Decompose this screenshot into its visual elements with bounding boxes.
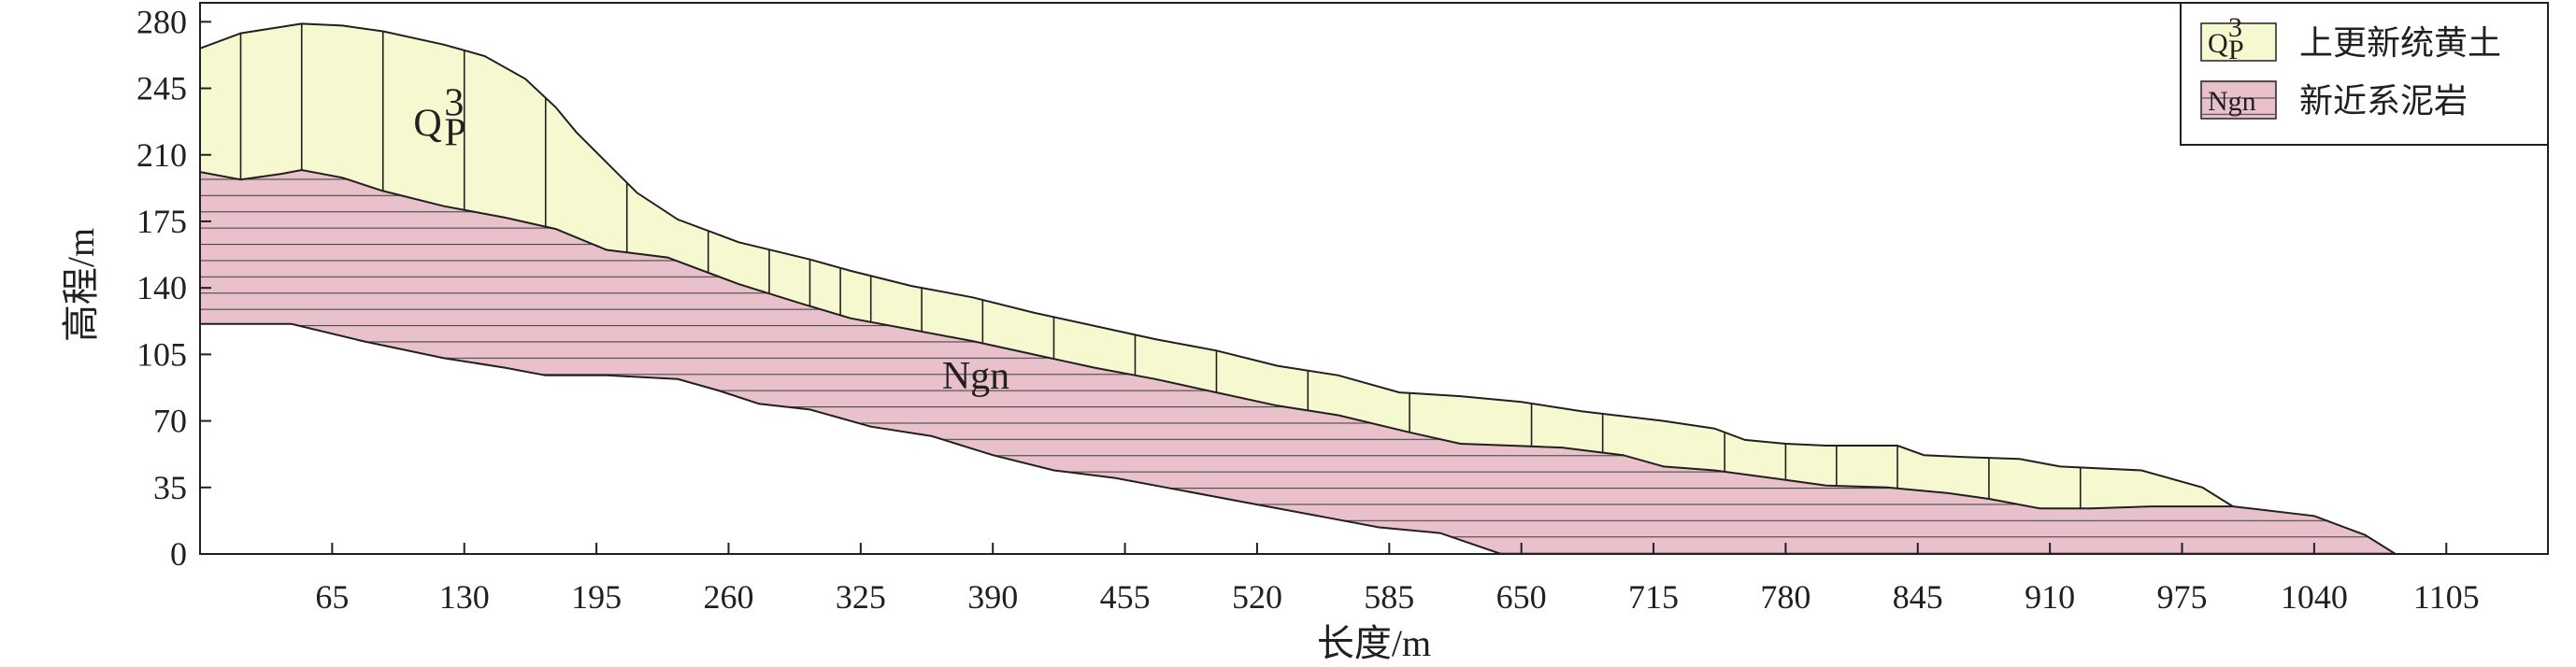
y-tick-label: 140: [136, 269, 187, 306]
unit-labels: Q 3P Ngn: [413, 81, 1009, 398]
x-axis-title: 长度/m: [1317, 622, 1431, 664]
x-tick-label: 910: [2025, 578, 2075, 616]
y-tick-label: 105: [136, 335, 187, 373]
x-tick-label: 390: [967, 578, 1018, 616]
ground-surface-line: [200, 22, 2234, 507]
loess-mudstone-contact-line: [200, 168, 2397, 554]
x-tick-label: 1105: [2413, 578, 2480, 616]
loess-fill: [200, 23, 2233, 509]
ngn-hatch: [200, 170, 2396, 554]
x-tick-label: 455: [1100, 578, 1151, 616]
y-tick-label: 35: [153, 469, 187, 506]
ngn-unit-label: Ngn: [942, 355, 1009, 398]
x-tick-label: 650: [1496, 578, 1547, 616]
unit-code: Q: [413, 102, 441, 145]
x-tick-label: 780: [1760, 578, 1810, 616]
legend-swatch: [2200, 22, 2277, 62]
tick-labels: 65 130 195 260 325 390 455 520 585 650 715 780 845 91…: [136, 3, 2480, 616]
x-tick-label: 65: [315, 578, 349, 616]
x-tick-label: 325: [836, 578, 886, 616]
x-tick-label: 130: [439, 578, 490, 616]
legend-item: Ngn 新近系泥岩: [2200, 80, 2468, 121]
unit-code-sub: P: [444, 111, 465, 154]
x-tick-label: 260: [703, 578, 753, 616]
mudstone-base-line: [200, 322, 1502, 554]
unit-code: Ngn: [942, 355, 1009, 398]
legend-code: Q: [2208, 28, 2228, 59]
legend-label: 上更新统黄土: [2299, 24, 2501, 63]
plot-frame: [199, 2, 2549, 555]
unit-code-sup: 3: [444, 81, 464, 124]
x-tick-label: 1040: [2281, 578, 2348, 616]
x-tick-label: 520: [1232, 578, 1282, 616]
loess-unit-label: Q 3P: [413, 81, 465, 154]
x-tick-label: 715: [1628, 578, 1679, 616]
plot-area: [200, 22, 2397, 554]
x-tick-label: 975: [2157, 578, 2208, 616]
legend-code: Ngn: [2208, 86, 2256, 117]
legend-code-sub: P: [2228, 35, 2244, 65]
x-tick-label: 585: [1364, 578, 1414, 616]
x-tick-label: 195: [571, 578, 622, 616]
legend-label: 新近系泥岩: [2299, 82, 2468, 121]
y-tick-label: 245: [136, 70, 187, 107]
legend: Q3P 上更新统黄土 Ngn 新近系泥岩: [2180, 2, 2549, 146]
y-tick-label: 175: [136, 203, 187, 240]
y-tick-label: 210: [136, 136, 187, 174]
legend-code-sup: 3: [2228, 12, 2242, 43]
y-tick-label: 0: [170, 535, 187, 573]
axes: [199, 2, 2549, 555]
legend-swatch-hatch: [2201, 81, 2276, 119]
legend-item: Q3P 上更新统黄土: [2200, 12, 2501, 65]
y-axis-title: 高程/m: [60, 228, 102, 342]
y-tick-label: 70: [153, 403, 187, 440]
x-tick-label: 845: [1893, 578, 1943, 616]
y-tick-label: 280: [136, 3, 187, 40]
